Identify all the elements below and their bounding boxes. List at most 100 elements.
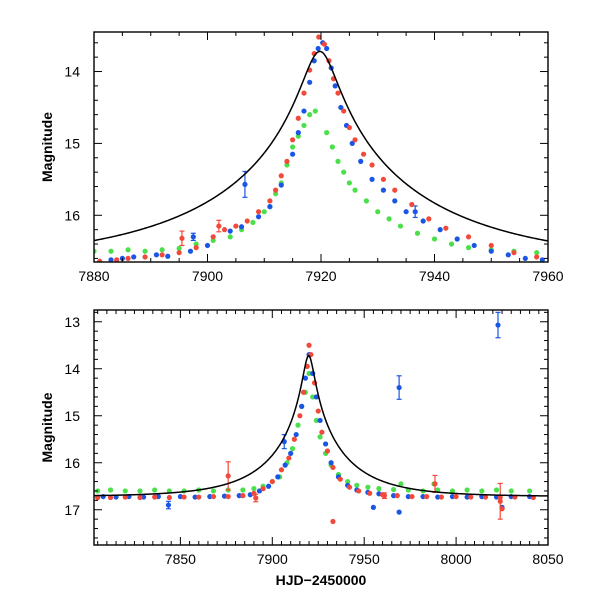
plot-area <box>94 34 548 262</box>
data-point-green <box>290 144 296 150</box>
data-point-green <box>159 247 165 253</box>
data-point-blue <box>187 248 194 254</box>
data-point-green <box>448 241 455 247</box>
data-point-red <box>122 494 128 500</box>
data-point-red <box>499 506 505 512</box>
data-point-green <box>227 234 233 240</box>
data-point-red <box>267 198 273 204</box>
data-point-green <box>375 209 381 215</box>
data-point-green <box>284 162 290 168</box>
data-point-green <box>391 486 397 493</box>
data-point-green <box>125 247 131 253</box>
data-point-red <box>179 235 185 241</box>
data-point-red <box>319 429 325 435</box>
data-point-green <box>251 486 257 492</box>
data-point-red <box>251 490 257 496</box>
data-point-red <box>324 448 331 454</box>
data-point-blue <box>391 493 397 499</box>
data-point-green <box>365 484 371 490</box>
data-point-red <box>286 455 292 461</box>
data-point-green <box>310 394 316 400</box>
data-point-red <box>488 242 494 249</box>
data-point-red <box>367 490 373 496</box>
data-point-blue <box>435 494 441 500</box>
data-point-red <box>341 108 347 114</box>
data-point-red <box>337 476 343 482</box>
data-point-green <box>527 488 533 494</box>
data-point-green <box>313 417 320 424</box>
data-point-red <box>497 494 503 501</box>
data-point-green <box>508 488 514 494</box>
data-point-red <box>260 486 266 492</box>
data-point-green <box>240 487 246 493</box>
data-point-blue <box>302 375 308 381</box>
data-point-red <box>284 158 290 164</box>
data-point-red <box>210 234 216 240</box>
data-point-green <box>142 248 148 254</box>
y-tick-label: 13 <box>64 314 80 330</box>
data-point-blue <box>108 257 114 262</box>
data-point-green <box>363 198 369 204</box>
data-point-blue <box>370 504 376 510</box>
data-point-blue <box>299 403 305 409</box>
data-point-red <box>97 258 103 262</box>
data-point-red <box>534 254 540 260</box>
data-point-green <box>295 422 301 428</box>
data-point-green <box>317 434 323 440</box>
data-point-blue <box>131 254 137 260</box>
data-point-red <box>244 218 250 224</box>
x-tick-label: 7900 <box>257 551 288 567</box>
data-point-blue <box>328 460 334 466</box>
data-point-red <box>300 389 307 395</box>
data-point-green <box>193 241 199 247</box>
data-point-blue <box>505 252 511 258</box>
data-point-red <box>137 494 143 501</box>
data-point-green <box>289 446 296 452</box>
data-point-red <box>497 498 503 504</box>
data-point-blue <box>332 83 338 89</box>
data-point-green <box>335 158 341 164</box>
data-point-blue <box>437 227 443 233</box>
plot-frame <box>93 31 549 263</box>
data-point-red <box>159 252 165 258</box>
data-point-blue <box>266 483 272 489</box>
data-point-green <box>250 219 256 226</box>
data-point-blue <box>392 198 398 204</box>
data-point-red <box>306 342 312 348</box>
data-point-red <box>432 481 438 487</box>
model-curve <box>94 50 548 242</box>
data-point-red <box>352 137 358 143</box>
data-point-red <box>316 34 322 40</box>
bottom-panel: 7850 7900 7950 8000 8050 13 14 15 16 17 Magnitude H… <box>39 309 564 588</box>
data-point-blue <box>317 417 323 424</box>
x-tick-label: 8050 <box>532 551 563 567</box>
data-point-blue <box>238 224 245 230</box>
y-tick-label: 15 <box>64 135 80 151</box>
y-tick-label: 16 <box>64 207 80 223</box>
data-point-blue <box>190 234 196 240</box>
data-point-green <box>176 245 182 251</box>
data-point-blue <box>290 151 296 157</box>
data-point-blue <box>358 158 364 164</box>
data-point-blue <box>153 252 160 258</box>
y-tick-label: 15 <box>64 408 80 424</box>
data-point-green <box>210 237 216 244</box>
data-point-blue <box>324 45 330 52</box>
data-point-green <box>376 486 382 492</box>
data-point-red <box>379 492 386 498</box>
data-point-blue <box>192 494 198 500</box>
x-tick-label: 8000 <box>441 551 472 567</box>
x-tick-label: 7960 <box>532 268 563 284</box>
y-axis-label: Magnitude <box>39 112 55 182</box>
data-point-blue <box>405 493 411 500</box>
data-point-red <box>240 493 246 499</box>
data-point-red <box>114 257 120 262</box>
data-point-red <box>278 467 285 473</box>
data-point-green <box>152 487 158 493</box>
data-point-red <box>278 173 284 179</box>
plot-area <box>94 311 548 525</box>
data-point-red <box>409 493 415 500</box>
y-axis-label: Magnitude <box>39 392 55 462</box>
data-point-red <box>152 494 158 500</box>
